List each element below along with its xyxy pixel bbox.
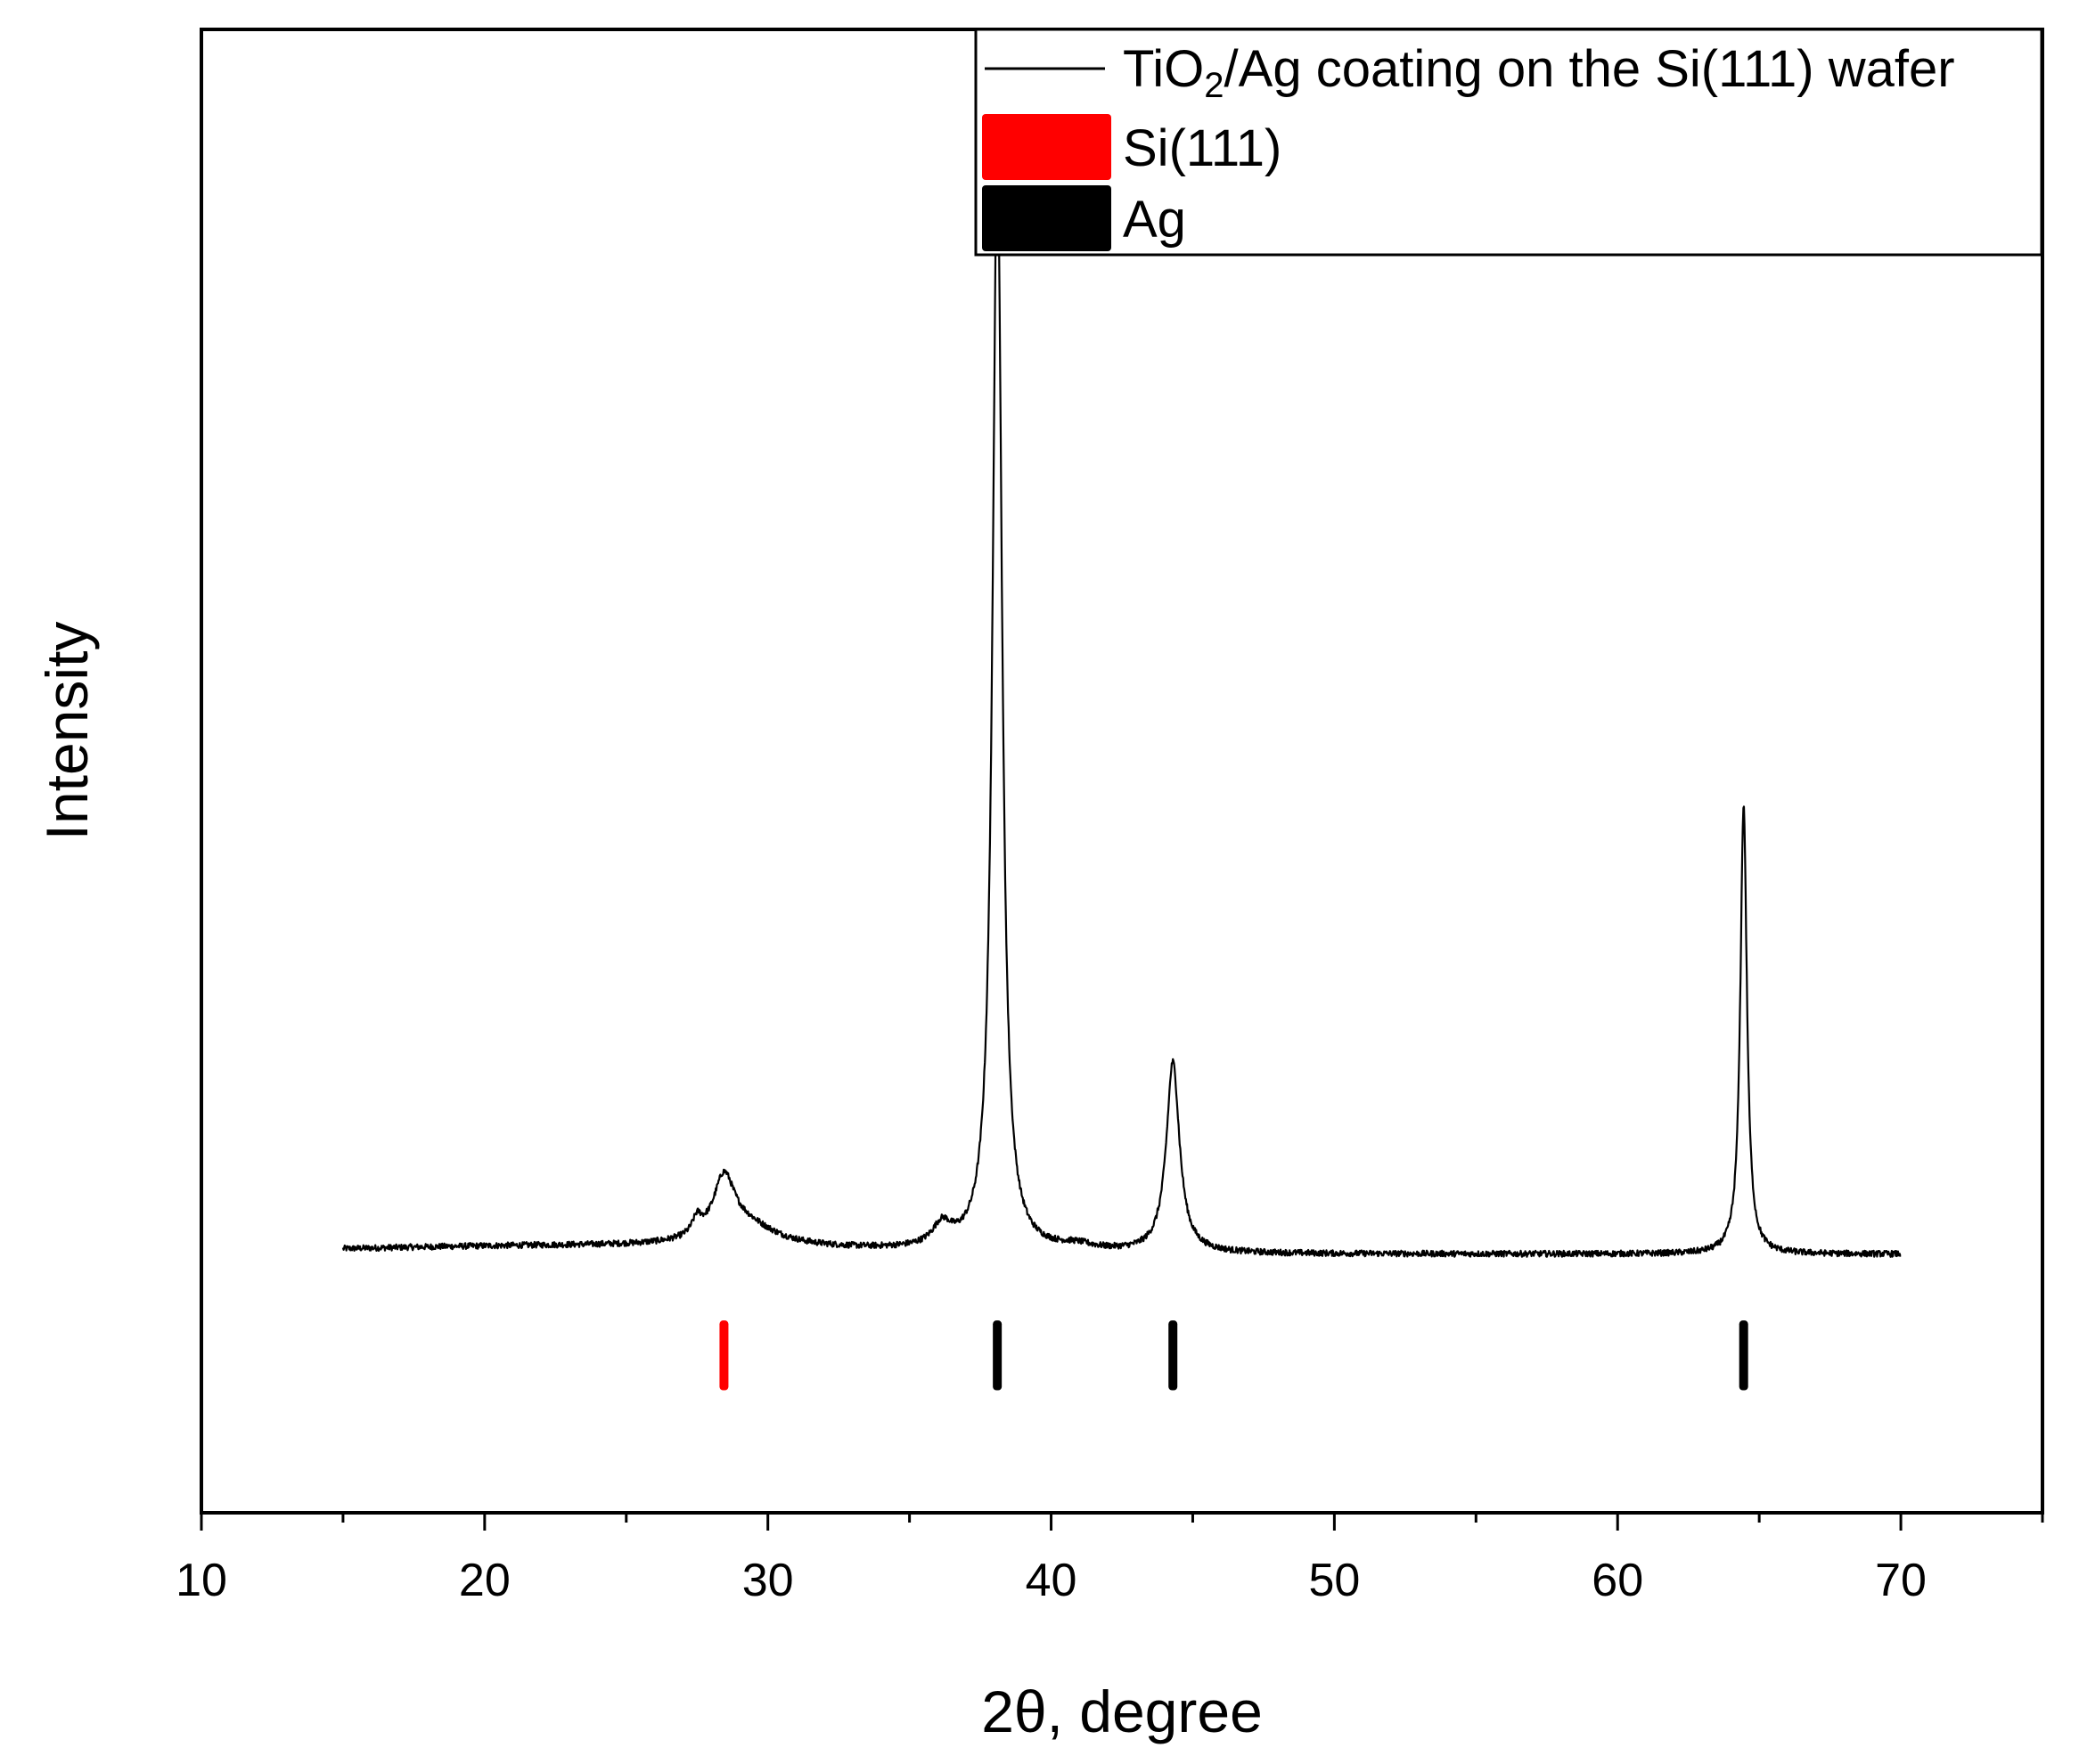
legend-label-subscript: 2 — [1204, 66, 1224, 105]
legend-box — [974, 28, 2043, 257]
legend-label-ag: Ag — [1123, 191, 1186, 249]
legend-label-part-3: /Ag coating on the Si(111) wafer — [1224, 40, 1955, 98]
legend-swatch-si111 — [982, 114, 1111, 180]
x-axis: 10 20 30 40 50 60 70 — [176, 1513, 2044, 1606]
x-tick-label-0: 10 — [176, 1555, 227, 1606]
series-layer — [341, 145, 1902, 1258]
reference-markers — [719, 1320, 1748, 1391]
x-tick-label-5: 60 — [1592, 1555, 1643, 1606]
legend-swatch-ag — [982, 185, 1111, 251]
series-line-0 — [341, 145, 1902, 1258]
reference-marker-ag-1 — [1168, 1320, 1178, 1391]
reference-marker-si111-0 — [719, 1320, 729, 1391]
x-tick-label-3: 40 — [1026, 1555, 1077, 1606]
x-tick-label-4: 50 — [1308, 1555, 1360, 1606]
reference-marker-ag-2 — [1739, 1320, 1748, 1391]
x-tick-label-1: 20 — [459, 1555, 511, 1606]
legend: TiO2/Ag coating on the Si(111) wafer Si(… — [974, 28, 2043, 257]
legend-label-part-1: TiO — [1123, 40, 1204, 98]
x-tick-label-6: 70 — [1875, 1555, 1927, 1606]
x-tick-label-2: 30 — [742, 1555, 794, 1606]
y-axis-title: Intensity — [34, 622, 100, 841]
legend-label-si111: Si(111) — [1123, 119, 1281, 177]
reference-marker-ag-0 — [993, 1320, 1003, 1391]
legend-label-coating: TiO2/Ag coating on the Si(111) wafer — [1123, 40, 1955, 105]
x-axis-title: 2θ, degree — [981, 1678, 1263, 1744]
